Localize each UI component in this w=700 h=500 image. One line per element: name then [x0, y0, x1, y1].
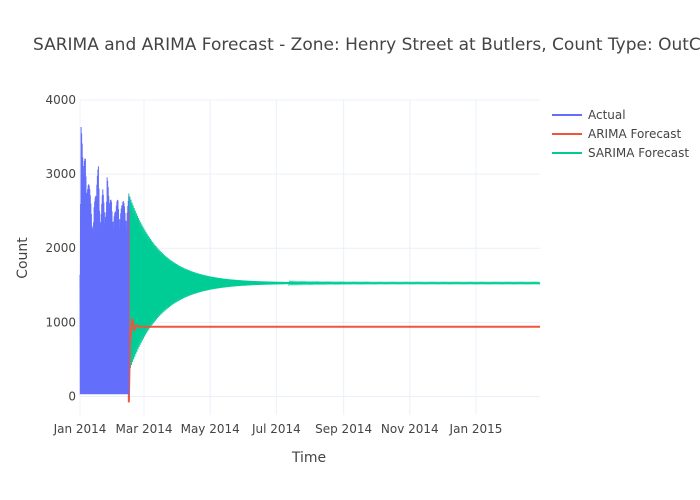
- y-tick-label: 0: [68, 389, 76, 403]
- series-line-arima-forecast: [127, 211, 540, 403]
- legend-label: ARIMA Forecast: [588, 127, 682, 141]
- x-axis-title: Time: [291, 450, 326, 466]
- legend-item[interactable]: Actual: [552, 108, 626, 122]
- x-axis-ticks: Jan 2014 Mar 2014 May 2014 Jul 2014 Sep 2014…: [53, 422, 503, 436]
- y-tick-label: 1000: [45, 315, 76, 329]
- x-tick-label: Jan 2014: [53, 422, 107, 436]
- x-tick-label: May 2014: [181, 422, 240, 436]
- y-tick-label: 2000: [45, 241, 76, 255]
- series-layer: [79, 126, 541, 403]
- chart-title: SARIMA and ARIMA Forecast - Zone: Henry …: [33, 35, 700, 55]
- x-tick-label: Nov 2014: [381, 422, 439, 436]
- x-tick-label: Jul 2014: [251, 422, 301, 436]
- legend-label: Actual: [588, 108, 626, 122]
- x-tick-label: Sep 2014: [315, 422, 372, 436]
- legend-item[interactable]: ARIMA Forecast: [552, 127, 682, 141]
- y-tick-label: 3000: [45, 167, 76, 181]
- series-line-actual: [79, 126, 130, 395]
- legend[interactable]: Actual ARIMA Forecast SARIMA Forecast: [552, 108, 689, 160]
- y-tick-label: 4000: [45, 93, 76, 107]
- x-tick-label: Jan 2015: [449, 422, 503, 436]
- legend-label: SARIMA Forecast: [588, 146, 689, 160]
- series-line-sarima-forecast: [128, 193, 541, 372]
- x-tick-label: Mar 2014: [116, 422, 173, 436]
- y-axis-title: Count: [15, 237, 31, 279]
- legend-item[interactable]: SARIMA Forecast: [552, 146, 689, 160]
- y-axis-ticks: 0 1000 2000 3000 4000: [45, 93, 76, 403]
